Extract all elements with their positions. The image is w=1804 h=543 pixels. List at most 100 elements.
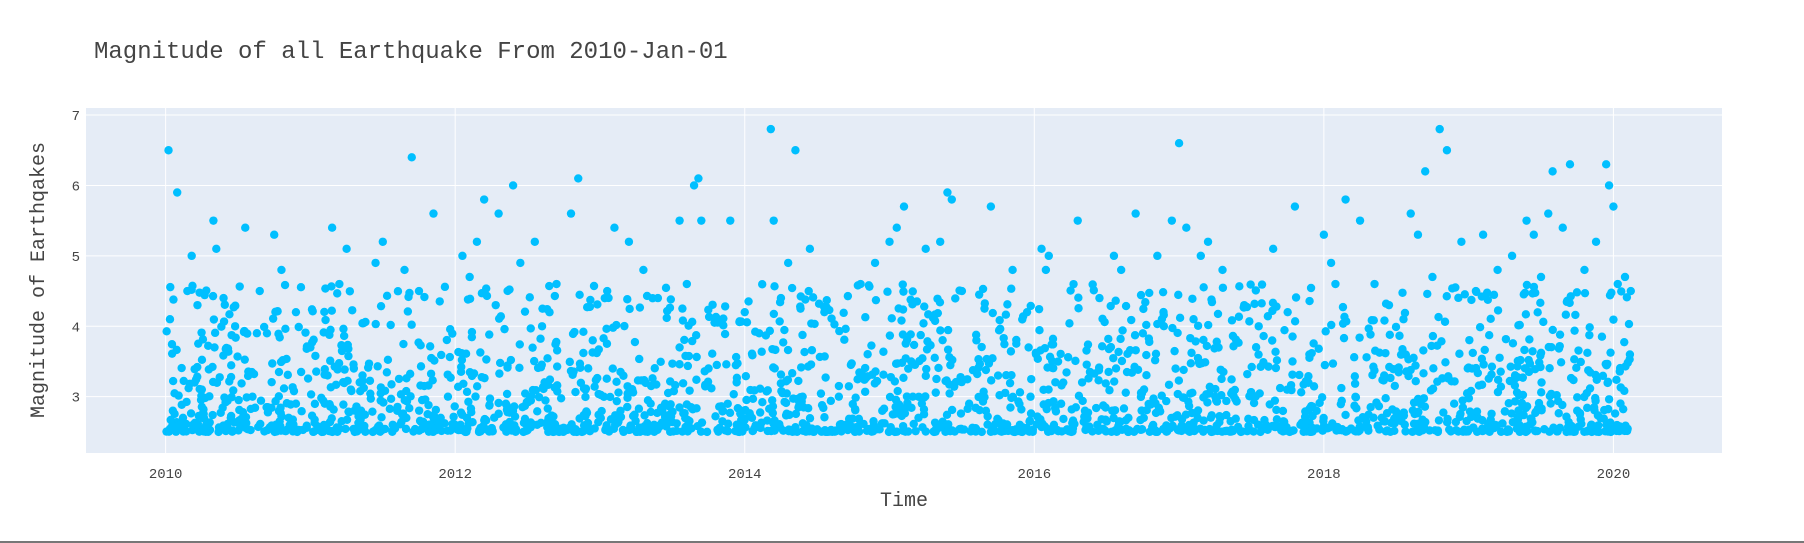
data-point: [1218, 265, 1227, 275]
data-point: [1525, 335, 1534, 344]
data-point: [1528, 347, 1537, 356]
data-point: [923, 337, 932, 346]
data-point: [173, 188, 182, 197]
data-point: [576, 378, 586, 388]
data-point: [807, 319, 816, 328]
data-point: [231, 301, 240, 310]
data-point: [1211, 392, 1220, 401]
data-point: [972, 336, 981, 345]
data-point: [899, 202, 909, 211]
data-point: [241, 223, 250, 232]
data-point: [542, 304, 552, 314]
data-point: [177, 400, 186, 409]
data-point: [510, 412, 520, 421]
data-point: [633, 376, 643, 385]
data-point: [608, 364, 617, 373]
data-point: [964, 399, 974, 408]
data-point: [1227, 375, 1236, 384]
data-point: [694, 174, 703, 183]
data-point: [1326, 258, 1336, 268]
data-point: [932, 374, 941, 384]
data-point: [1199, 283, 1208, 292]
data-point: [887, 314, 896, 323]
data-point: [1533, 308, 1542, 317]
data-point: [1305, 404, 1314, 413]
data-point: [783, 345, 793, 355]
data-point: [933, 308, 943, 318]
data-point: [400, 265, 409, 275]
data-point: [817, 427, 826, 436]
y-tick-label: 7: [72, 109, 80, 125]
data-point: [1279, 417, 1289, 427]
data-point: [1314, 344, 1323, 353]
data-point: [230, 322, 240, 331]
data-point: [1506, 362, 1515, 371]
data-point: [1246, 280, 1255, 289]
data-point: [602, 374, 611, 383]
data-point: [1594, 427, 1604, 437]
data-point: [1098, 424, 1108, 434]
data-point: [1027, 374, 1036, 384]
data-point: [1184, 401, 1194, 411]
data-point: [1286, 380, 1296, 390]
data-point: [276, 421, 285, 431]
data-point: [840, 335, 849, 344]
data-point: [1283, 307, 1292, 317]
data-point: [1130, 362, 1139, 372]
data-point: [359, 318, 368, 328]
data-point: [612, 320, 621, 330]
data-point: [1051, 378, 1060, 387]
data-point: [320, 370, 329, 379]
data-point: [485, 394, 495, 403]
data-point: [1015, 420, 1025, 430]
data-point: [1454, 427, 1463, 436]
data-point: [1007, 284, 1016, 293]
data-point: [731, 360, 741, 370]
data-point: [763, 386, 772, 395]
data-point: [666, 377, 675, 386]
data-point: [808, 293, 818, 302]
data-point: [491, 300, 500, 310]
data-point: [1547, 343, 1556, 352]
data-point: [611, 411, 620, 420]
data-point: [1301, 376, 1311, 386]
data-point: [1622, 293, 1632, 302]
data-point: [1510, 381, 1520, 390]
data-point: [1018, 315, 1027, 324]
data-point: [1493, 306, 1503, 315]
data-point: [582, 407, 591, 416]
data-point: [1150, 356, 1160, 365]
data-point: [594, 345, 603, 354]
data-point: [959, 425, 969, 434]
data-point: [854, 421, 863, 431]
data-point: [256, 396, 266, 405]
data-point: [193, 300, 202, 310]
data-point: [1580, 427, 1589, 437]
data-point: [718, 417, 727, 426]
data-point: [321, 315, 330, 325]
data-point: [333, 289, 342, 298]
data-point: [536, 334, 545, 343]
data-point: [569, 367, 578, 376]
data-point: [344, 407, 353, 416]
data-point: [610, 420, 620, 429]
data-point: [1167, 413, 1176, 423]
data-point: [625, 304, 634, 314]
data-point: [1256, 362, 1265, 371]
data-point: [214, 423, 224, 432]
data-point: [1472, 407, 1482, 416]
data-point: [289, 386, 299, 396]
data-point: [346, 385, 356, 394]
data-point: [650, 364, 659, 373]
data-point: [327, 223, 337, 232]
data-point: [1315, 398, 1324, 408]
data-point: [1188, 294, 1197, 303]
data-points: [162, 124, 1635, 437]
data-point: [409, 427, 418, 436]
data-point: [1489, 290, 1499, 300]
data-point: [804, 286, 813, 296]
data-point: [402, 374, 411, 383]
data-point: [742, 395, 751, 405]
data-point: [978, 397, 988, 406]
